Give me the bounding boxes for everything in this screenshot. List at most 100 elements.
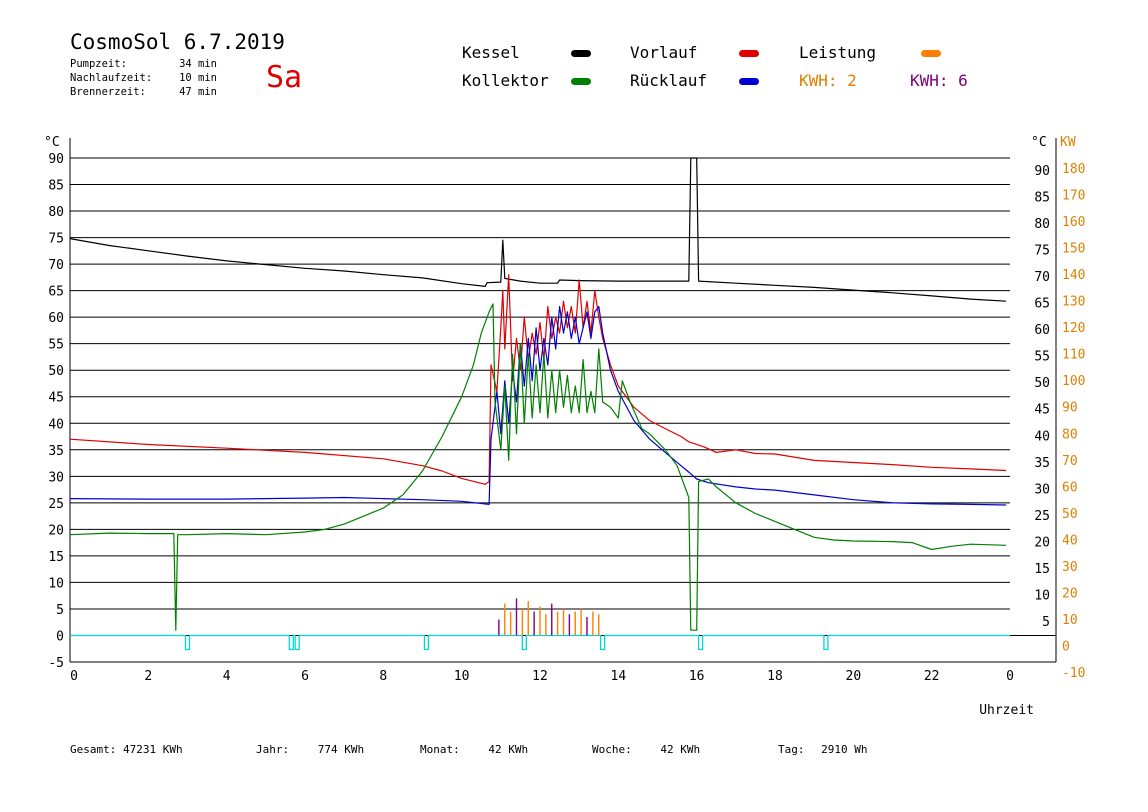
legend-ruecklauf-label: Rücklauf bbox=[630, 71, 708, 90]
footer-label: Jahr: bbox=[256, 743, 290, 756]
y-tick-label-right: 45 bbox=[1034, 403, 1050, 418]
x-tick-label: 12 bbox=[532, 669, 548, 684]
series-line-kollektor bbox=[69, 303, 1007, 631]
y-tick-label-right: 20 bbox=[1034, 535, 1050, 550]
legend-kessel-label: Kessel bbox=[462, 43, 520, 62]
y-tick-label-left: 55 bbox=[48, 338, 64, 353]
y-tick-label-left: 20 bbox=[48, 523, 64, 538]
legend-kwh-purple: KWH: 6 bbox=[910, 71, 968, 90]
y-tick-label-right: 40 bbox=[1034, 429, 1050, 444]
y-tick-label-left: 15 bbox=[48, 550, 64, 565]
y-tick-label-right: 80 bbox=[1034, 217, 1050, 232]
legend-kwh-orange: KWH: 2 bbox=[799, 71, 857, 90]
footer-label: Tag: bbox=[778, 743, 805, 756]
legend-kollektor-label: Kollektor bbox=[462, 71, 549, 90]
y-tick-label-right: 25 bbox=[1034, 509, 1050, 524]
series-line-ruecklauf bbox=[69, 305, 1007, 506]
x-tick-label: 4 bbox=[223, 669, 231, 684]
y-tick-label-left: 5 bbox=[56, 603, 64, 618]
footer-label: Gesamt: bbox=[70, 743, 117, 756]
y2-axis-unit: KW bbox=[1060, 135, 1076, 150]
y2-tick-label: 60 bbox=[1062, 480, 1078, 495]
legend-kessel-swatch bbox=[571, 50, 591, 57]
footer-value: 47231 KWh bbox=[122, 743, 183, 756]
footer-tag: Tag: 2910 Wh bbox=[778, 743, 867, 756]
x-tick-label: 14 bbox=[611, 669, 627, 684]
y2-tick-label: -10 bbox=[1062, 666, 1085, 681]
stat-label: Nachlaufzeit: bbox=[70, 72, 153, 84]
stat-nachlaufzeit: Nachlaufzeit: 10 min bbox=[70, 72, 220, 84]
y-tick-label-right: 35 bbox=[1034, 456, 1050, 471]
stat-pumpzeit: Pumpzeit: 34 min bbox=[70, 58, 220, 70]
x-tick-label: 0 bbox=[70, 669, 78, 684]
y-tick-label-left: 45 bbox=[48, 391, 64, 406]
x-tick-label: 16 bbox=[689, 669, 705, 684]
y-tick-label-left: 40 bbox=[48, 417, 64, 432]
y-tick-label-right: 50 bbox=[1034, 376, 1050, 391]
y2-tick-label: 100 bbox=[1062, 374, 1085, 389]
y2-tick-label: 10 bbox=[1062, 613, 1078, 628]
y-tick-label-left: 75 bbox=[48, 232, 64, 247]
x-tick-label: 8 bbox=[379, 669, 387, 684]
stat-brennerzeit: Brennerzeit: 47 min bbox=[70, 86, 220, 98]
y2-tick-label: 170 bbox=[1062, 189, 1085, 204]
y-tick-label-left: 80 bbox=[48, 205, 64, 220]
y2-tick-label: 110 bbox=[1062, 348, 1085, 363]
y-tick-label-left: 90 bbox=[48, 152, 64, 167]
y-tick-label-left: 65 bbox=[48, 285, 64, 300]
stat-label: Brennerzeit: bbox=[70, 86, 146, 98]
y-tick-label-left: 60 bbox=[48, 311, 64, 326]
y2-tick-label: 20 bbox=[1062, 586, 1078, 601]
x-axis-label: Uhrzeit bbox=[979, 703, 1034, 718]
y-tick-label-right: 90 bbox=[1034, 164, 1050, 179]
y2-tick-label: 90 bbox=[1062, 401, 1078, 416]
footer-value: 774 KWh bbox=[317, 743, 365, 756]
y2-tick-label: 180 bbox=[1062, 162, 1085, 177]
footer-monat: Monat: 42 KWh bbox=[420, 743, 528, 756]
legend-leistung-label: Leistung bbox=[799, 43, 877, 62]
x-tick-label: 22 bbox=[924, 669, 940, 684]
y2-tick-label: 70 bbox=[1062, 454, 1078, 469]
legend-ruecklauf-swatch bbox=[739, 78, 759, 85]
y-tick-label-left: 35 bbox=[48, 444, 64, 459]
x-tick-label: 10 bbox=[454, 669, 470, 684]
x-tick-label: 2 bbox=[144, 669, 152, 684]
x-tick-label: 20 bbox=[846, 669, 862, 684]
y2-tick-label: 140 bbox=[1062, 268, 1085, 283]
legend-vorlauf-label: Vorlauf bbox=[630, 43, 698, 62]
stat-value: 47 min bbox=[179, 86, 217, 98]
y2-tick-label: 80 bbox=[1062, 427, 1078, 442]
y-tick-label-left: 10 bbox=[48, 576, 64, 591]
y-tick-label-right: 30 bbox=[1034, 482, 1050, 497]
y-tick-label-right: 5 bbox=[1042, 615, 1050, 630]
y-tick-label-left: 30 bbox=[48, 470, 64, 485]
y-axis-unit-left: °C bbox=[44, 135, 60, 150]
x-tick-label: 6 bbox=[301, 669, 309, 684]
y-tick-label-right: 55 bbox=[1034, 350, 1050, 365]
legend-kollektor-swatch bbox=[571, 78, 591, 85]
y2-tick-label: 50 bbox=[1062, 507, 1078, 522]
y-tick-label-right: 70 bbox=[1034, 270, 1050, 285]
footer-woche: Woche: 42 KWh bbox=[592, 743, 700, 756]
y2-tick-label: 30 bbox=[1062, 560, 1078, 575]
footer-jahr: Jahr: 774 KWh bbox=[256, 743, 364, 756]
footer-gesamt: Gesamt: 47231 KWh bbox=[70, 743, 183, 756]
y2-tick-label: 130 bbox=[1062, 295, 1085, 310]
y-tick-label-right: 75 bbox=[1034, 244, 1050, 259]
legend-vorlauf-swatch bbox=[739, 50, 759, 57]
y-tick-label-left: -5 bbox=[48, 656, 64, 671]
y-tick-label-left: 50 bbox=[48, 364, 64, 379]
y2-tick-label: 150 bbox=[1062, 242, 1085, 257]
stat-label: Pumpzeit: bbox=[70, 58, 127, 70]
x-tick-label: 18 bbox=[767, 669, 783, 684]
footer-value: 42 KWh bbox=[660, 743, 701, 756]
weekday-label: Sa bbox=[266, 60, 303, 95]
legend-leistung-swatch bbox=[921, 50, 941, 57]
y-tick-label-right: 10 bbox=[1034, 588, 1050, 603]
y-tick-label-left: 0 bbox=[56, 629, 64, 644]
x-tick-label: 0 bbox=[1006, 669, 1014, 684]
y-axis-unit-right: °C bbox=[1031, 135, 1047, 150]
stat-value: 10 min bbox=[179, 72, 217, 84]
y2-tick-label: 0 bbox=[1062, 639, 1070, 654]
